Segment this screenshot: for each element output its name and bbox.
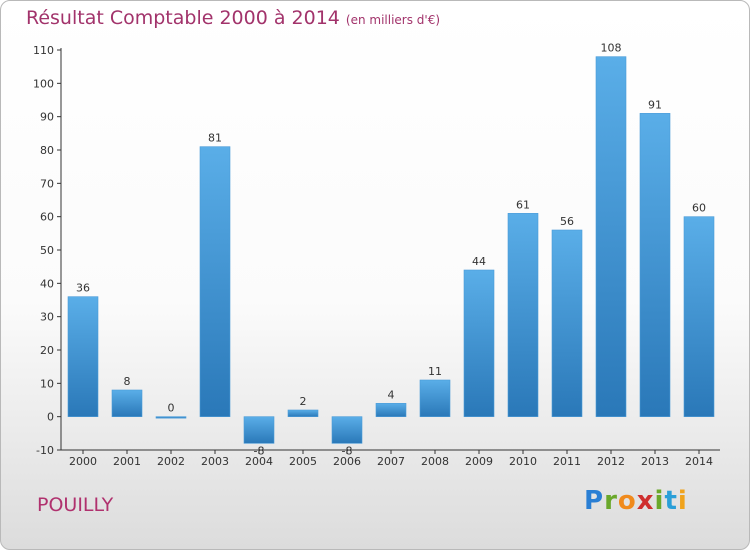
x-tick-label: 2003 — [201, 455, 229, 468]
x-tick-label: 2006 — [333, 455, 361, 468]
commune-name: POUILLY — [37, 494, 114, 516]
y-tick-label: 50 — [40, 244, 54, 257]
y-tick-label: 80 — [40, 144, 54, 157]
y-tick-label: 60 — [40, 211, 54, 224]
x-tick-label: 2001 — [113, 455, 141, 468]
y-tick-label: 70 — [40, 177, 54, 190]
logo-letter: P — [584, 486, 605, 516]
bar — [67, 296, 99, 417]
chart-title: Résultat Comptable 2000 à 2014 (en millie… — [26, 7, 440, 29]
logo-letter: t — [664, 486, 678, 516]
bar — [683, 216, 715, 417]
bar — [595, 56, 627, 417]
logo-letter: o — [617, 486, 637, 516]
x-tick-label: 2009 — [465, 455, 493, 468]
x-tick-label: 2005 — [289, 455, 317, 468]
bar — [287, 409, 319, 417]
bar — [155, 416, 187, 419]
y-tick-label: 100 — [33, 77, 54, 90]
logo-letter: i — [654, 486, 665, 516]
data-label: 108 — [601, 42, 622, 55]
bar — [243, 416, 275, 444]
data-label: 91 — [648, 98, 662, 111]
x-tick-label: 2012 — [597, 455, 625, 468]
y-tick-label: 40 — [40, 277, 54, 290]
y-tick-label: 90 — [40, 111, 54, 124]
data-label: 4 — [388, 388, 395, 401]
x-tick-label: 2004 — [245, 455, 273, 468]
data-label: 61 — [516, 198, 530, 211]
data-label: 56 — [560, 215, 574, 228]
bar — [639, 113, 671, 417]
bar — [199, 146, 231, 417]
title-text: Résultat Comptable 2000 à 2014 — [26, 7, 340, 29]
chart-subtitle: (en milliers d'€) — [345, 13, 441, 27]
data-label: 8 — [124, 375, 131, 388]
logo-letter: x — [636, 486, 655, 516]
data-label: 60 — [692, 202, 706, 215]
bar — [507, 213, 539, 417]
y-tick-label: 30 — [40, 311, 54, 324]
y-tick-label: -10 — [36, 444, 54, 457]
data-label: 36 — [76, 282, 90, 295]
proxiti-logo: Proxiti — [584, 486, 688, 516]
y-tick-label: 110 — [33, 44, 54, 57]
logo-letter: i — [677, 486, 688, 516]
x-tick-label: 2002 — [157, 455, 185, 468]
x-tick-label: 2010 — [509, 455, 537, 468]
y-tick-label: 20 — [40, 344, 54, 357]
x-tick-label: 2007 — [377, 455, 405, 468]
x-tick-label: 2000 — [69, 455, 97, 468]
data-label: 11 — [428, 365, 442, 378]
logo-letter: r — [604, 486, 618, 516]
bar — [331, 416, 363, 444]
data-label: 2 — [300, 395, 307, 408]
bar — [375, 403, 407, 417]
data-label: 0 — [168, 402, 175, 415]
bar — [551, 229, 583, 417]
bar — [463, 269, 495, 417]
x-tick-label: 2008 — [421, 455, 449, 468]
data-label: 44 — [472, 255, 486, 268]
x-tick-label: 2013 — [641, 455, 669, 468]
bar — [111, 389, 143, 417]
y-tick-label: 10 — [40, 377, 54, 390]
data-label: 81 — [208, 132, 222, 145]
y-tick-label: 0 — [47, 411, 54, 424]
x-tick-label: 2011 — [553, 455, 581, 468]
bar — [419, 379, 451, 417]
x-tick-label: 2014 — [685, 455, 713, 468]
